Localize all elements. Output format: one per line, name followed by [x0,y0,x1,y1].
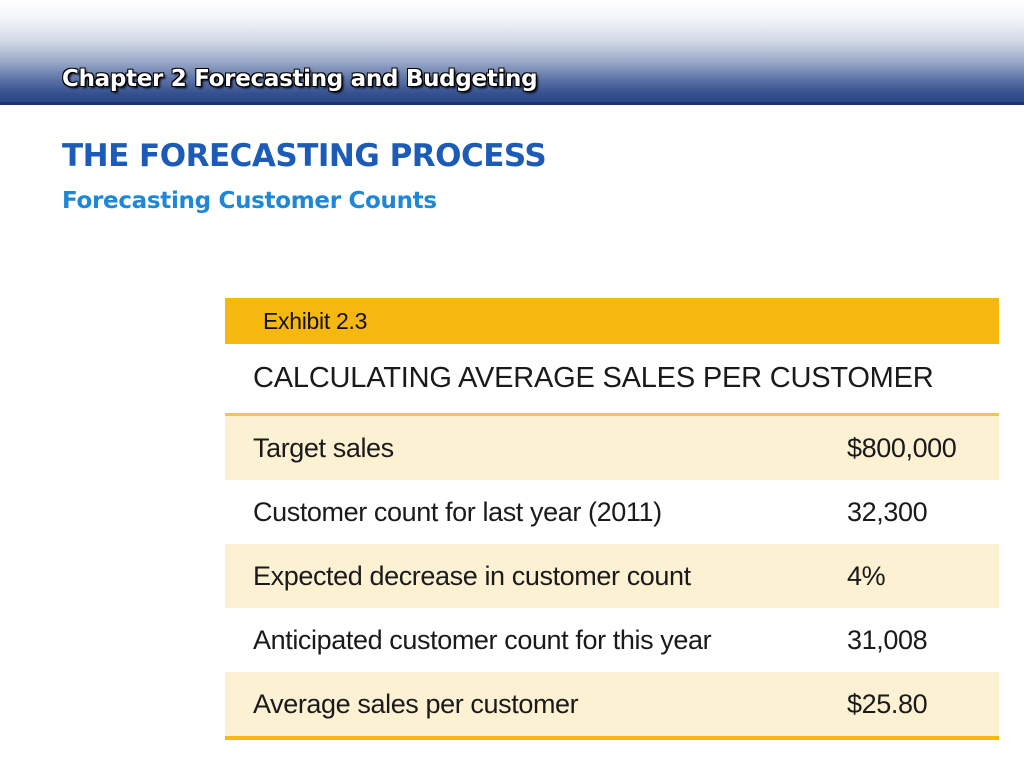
row-label: Anticipated customer count for this year [225,608,847,672]
row-value: 31,008 [847,608,999,672]
table-row: Target sales $800,000 [225,416,999,480]
header-divider [0,102,1024,105]
exhibit-heading-row: CALCULATING AVERAGE SALES PER CUSTOMER [225,344,999,416]
chapter-title: Chapter 2 Forecasting and Budgeting [62,66,538,92]
row-value: 4% [847,544,999,608]
page-title: THE FORECASTING PROCESS [62,138,547,174]
table-row: Average sales per customer $25.80 [225,672,999,736]
exhibit-heading: CALCULATING AVERAGE SALES PER CUSTOMER [253,362,934,394]
table-row: Expected decrease in customer count 4% [225,544,999,608]
row-value: $25.80 [847,672,999,736]
exhibit-label-bar: Exhibit 2.3 [225,298,999,344]
page-subtitle: Forecasting Customer Counts [62,188,437,214]
row-label: Customer count for last year (2011) [225,480,847,544]
exhibit-table: Target sales $800,000 Customer count for… [225,416,999,736]
row-value: 32,300 [847,480,999,544]
table-row: Anticipated customer count for this year… [225,608,999,672]
table-row: Customer count for last year (2011) 32,3… [225,480,999,544]
row-label: Expected decrease in customer count [225,544,847,608]
header-bar [0,0,1024,104]
exhibit-panel: Exhibit 2.3 CALCULATING AVERAGE SALES PE… [225,298,999,740]
exhibit-bottom-rule [225,736,999,740]
row-label: Target sales [225,416,847,480]
row-label: Average sales per customer [225,672,847,736]
exhibit-label: Exhibit 2.3 [263,307,368,334]
row-value: $800,000 [847,416,999,480]
